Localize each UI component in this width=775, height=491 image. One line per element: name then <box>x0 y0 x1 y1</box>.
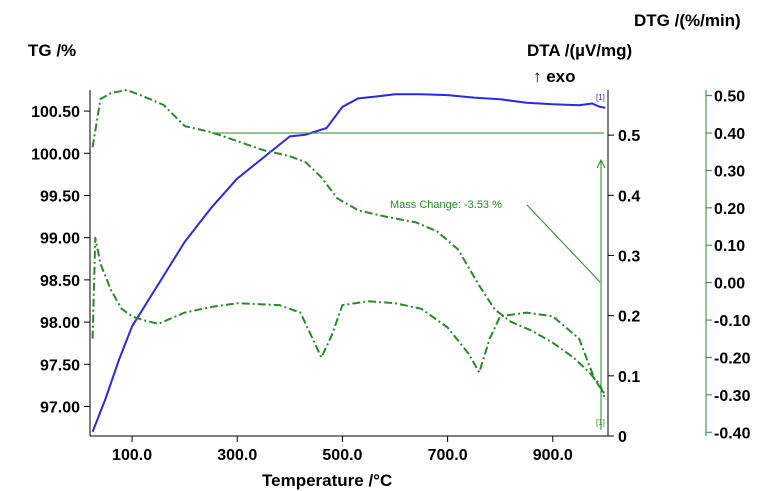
x-tick-label: 500.0 <box>322 447 362 464</box>
x-tick-label: 100.0 <box>112 447 152 464</box>
x-axis-title: Temperature /°C <box>262 471 392 490</box>
dta-tick-label: 0.3 <box>618 248 640 265</box>
dta-tick-label: 0.1 <box>618 369 640 386</box>
dtg-tick-label: 0.10 <box>714 238 745 255</box>
x-tick-label: 700.0 <box>428 447 468 464</box>
tg-tick-label: 99.50 <box>40 188 80 205</box>
tg-tick-label: 97.50 <box>40 357 80 374</box>
tg-tick-label: 98.00 <box>40 315 80 332</box>
dta-tick-label: 0.5 <box>618 128 640 145</box>
dtg-axis-title: DTG /(%/min) <box>634 11 741 30</box>
tg-tick-label: 100.50 <box>31 104 80 121</box>
dta-axis-title: DTA /(µV/mg) <box>527 41 632 60</box>
series-tg-line <box>91 93 606 433</box>
dtg-tick-label: 0.30 <box>714 163 745 180</box>
tg-tick-label: 98.50 <box>40 273 80 290</box>
x-tick-label: 900.0 <box>533 447 573 464</box>
dtg-tick-label: 0.00 <box>714 276 745 293</box>
series-dta-line <box>91 89 607 401</box>
mass-change-arrow-head <box>596 158 606 169</box>
dta-tick-label: 0 <box>618 429 627 446</box>
marker-top: [1] <box>596 93 605 102</box>
marker-bottom: [1] <box>596 418 605 427</box>
tg-axis-title: TG /% <box>28 41 76 60</box>
dtg-tick-label: 0.40 <box>714 126 745 143</box>
tg-tick-label: 97.00 <box>40 399 80 416</box>
dtg-tick-label: -0.10 <box>714 313 751 330</box>
dtg-tick-label: -0.30 <box>714 388 751 405</box>
series-dtg-line <box>91 236 607 396</box>
tg-tick-label: 100.00 <box>31 146 80 163</box>
mass-change-label: Mass Change: -3.53 % <box>390 199 502 211</box>
dta-tick-label: 0.2 <box>618 309 640 326</box>
tick-group: 100.0 300.0 500.0 700.0 900.0 97.00 97.50 98.00… <box>31 89 751 464</box>
x-tick-label: 300.0 <box>217 447 257 464</box>
tg-tick-label: 99.00 <box>40 231 80 248</box>
dtg-tick-label: -0.20 <box>714 350 751 367</box>
series-group <box>91 89 607 433</box>
mass-change-leader-line <box>526 204 601 283</box>
dta-exo-label: ↑ exo <box>533 67 576 86</box>
dtg-tick-label: -0.40 <box>714 425 751 442</box>
dtg-tick-label: 0.20 <box>714 201 745 218</box>
dta-tick-label: 0.4 <box>618 188 640 205</box>
dtg-tick-label: 0.50 <box>714 89 745 106</box>
